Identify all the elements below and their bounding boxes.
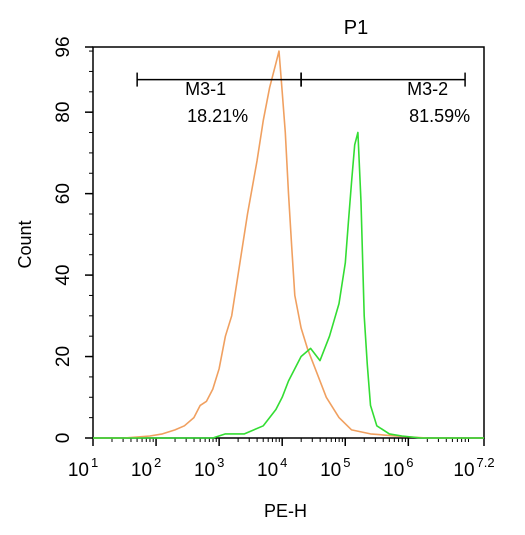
y-tick-label: 40 xyxy=(53,265,74,286)
plot-area xyxy=(92,46,485,439)
x-tick-label: 10 3 xyxy=(194,455,224,481)
gate-percent: 81.59% xyxy=(409,106,470,126)
series-layer xyxy=(93,50,484,439)
gate-m3-1: M3-1 18.21% xyxy=(136,72,302,126)
y-axis-title: Count xyxy=(15,220,35,268)
x-tick-base: 10 xyxy=(194,460,215,481)
x-tick-base: 10 xyxy=(131,460,152,481)
chart-title: P1 xyxy=(344,17,368,39)
x-tick-exponent: 4 xyxy=(280,455,287,470)
x-tick-exponent: 1 xyxy=(91,455,98,470)
gates-layer: M3-1 18.21% M3-2 81.59% xyxy=(136,72,470,126)
x-tick-exponent: 3 xyxy=(217,455,224,470)
y-tick-label: 80 xyxy=(53,102,74,123)
x-tick-base: 10 xyxy=(383,460,404,481)
x-tick-label: 10 2 xyxy=(131,455,161,481)
x-tick-base: 10 xyxy=(320,460,341,481)
x-tick-label: 10 4 xyxy=(257,455,287,481)
histogram-series-2 xyxy=(93,131,484,439)
plot-frame xyxy=(92,46,485,439)
gate-name: M3-1 xyxy=(185,79,226,99)
y-tick-label: 60 xyxy=(53,183,74,204)
x-tick-label: 10 7.2 xyxy=(453,455,494,481)
x-tick-label: 10 6 xyxy=(383,455,413,481)
x-tick-exponent: 5 xyxy=(343,455,350,470)
x-tick-exponent: 2 xyxy=(154,455,161,470)
histogram-series-1 xyxy=(93,50,484,439)
x-tick-exponent: 6 xyxy=(406,455,413,470)
x-axis-ticks: 10 1 10 2 10 3 10 4 10 5 10 6 10 7.2 xyxy=(68,438,495,481)
x-tick-label: 10 5 xyxy=(320,455,350,481)
x-tick-exponent: 7.2 xyxy=(477,455,495,470)
gate-m3-2: M3-2 81.59% xyxy=(300,72,470,126)
gate-name: M3-2 xyxy=(407,79,448,99)
x-tick-label: 10 1 xyxy=(68,455,98,481)
y-axis-ticks: 0 20 40 60 80 96 xyxy=(53,36,93,443)
x-tick-base: 10 xyxy=(68,460,89,481)
x-tick-base: 10 xyxy=(453,460,474,481)
x-axis-title: PE-H xyxy=(264,501,307,521)
y-tick-label: 0 xyxy=(53,433,74,444)
x-tick-base: 10 xyxy=(257,460,278,481)
y-tick-label: 96 xyxy=(53,36,74,57)
y-tick-label: 20 xyxy=(53,346,74,367)
gate-percent: 18.21% xyxy=(187,106,248,126)
